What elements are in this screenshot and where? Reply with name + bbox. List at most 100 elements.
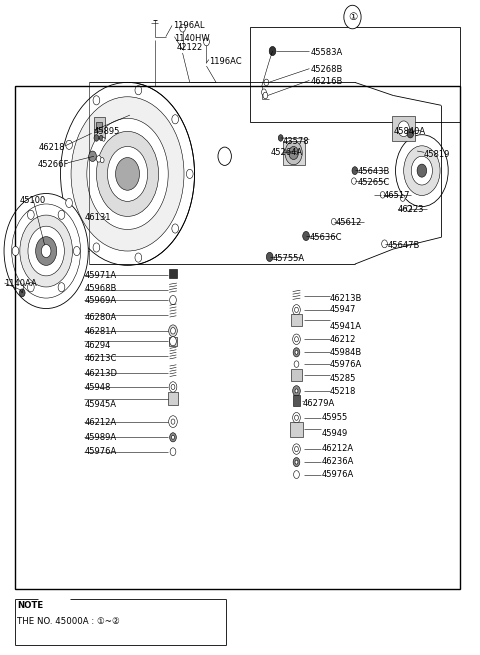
Circle shape xyxy=(380,191,385,198)
Circle shape xyxy=(411,157,432,185)
Text: 46213B: 46213B xyxy=(330,293,362,303)
Circle shape xyxy=(293,458,300,467)
Circle shape xyxy=(4,193,88,309)
Circle shape xyxy=(172,115,179,124)
Text: 46216B: 46216B xyxy=(311,77,343,86)
Text: 45941A: 45941A xyxy=(330,322,362,331)
Circle shape xyxy=(289,147,299,160)
Text: 45976A: 45976A xyxy=(84,447,117,456)
Circle shape xyxy=(135,253,142,262)
Text: A: A xyxy=(221,151,228,161)
Circle shape xyxy=(96,156,101,162)
Circle shape xyxy=(382,240,387,248)
Text: NOTE: NOTE xyxy=(17,601,44,610)
Circle shape xyxy=(262,89,266,96)
Circle shape xyxy=(331,218,336,225)
Text: THE NO. 45000A : ①~②: THE NO. 45000A : ①~② xyxy=(17,617,120,626)
Circle shape xyxy=(27,210,34,219)
Circle shape xyxy=(27,283,34,292)
Circle shape xyxy=(293,386,300,396)
Text: 45949: 45949 xyxy=(322,429,348,438)
Circle shape xyxy=(396,135,448,206)
Circle shape xyxy=(266,252,273,261)
Circle shape xyxy=(407,205,411,212)
Circle shape xyxy=(171,419,175,424)
Text: 45265C: 45265C xyxy=(357,178,389,187)
Circle shape xyxy=(295,447,299,452)
Bar xyxy=(168,337,177,346)
Text: 45968B: 45968B xyxy=(84,284,117,293)
Circle shape xyxy=(344,5,361,29)
Circle shape xyxy=(108,147,148,201)
Circle shape xyxy=(73,246,80,255)
Circle shape xyxy=(12,246,19,255)
Text: 45948: 45948 xyxy=(84,383,111,392)
Circle shape xyxy=(278,135,283,141)
Text: 45976A: 45976A xyxy=(322,470,354,479)
Text: 46279A: 46279A xyxy=(302,400,335,409)
Circle shape xyxy=(269,47,276,56)
Text: 46212A: 46212A xyxy=(84,418,117,427)
Circle shape xyxy=(171,436,174,440)
Text: 45636C: 45636C xyxy=(310,233,342,242)
Text: 45976A: 45976A xyxy=(330,360,362,369)
Circle shape xyxy=(102,138,105,141)
Circle shape xyxy=(293,444,300,455)
Text: 46236A: 46236A xyxy=(322,457,354,466)
Bar xyxy=(169,269,177,278)
Circle shape xyxy=(58,210,65,219)
Circle shape xyxy=(263,92,268,99)
Circle shape xyxy=(19,289,25,297)
Circle shape xyxy=(293,413,300,423)
Circle shape xyxy=(171,384,175,390)
Text: 45840A: 45840A xyxy=(393,127,425,136)
Circle shape xyxy=(93,243,100,252)
Circle shape xyxy=(169,433,176,442)
Circle shape xyxy=(293,334,300,345)
Text: 46294: 46294 xyxy=(84,341,111,350)
Text: 46281A: 46281A xyxy=(84,327,117,336)
Text: 45268B: 45268B xyxy=(311,66,343,75)
Circle shape xyxy=(398,121,409,137)
Circle shape xyxy=(66,140,72,149)
Bar xyxy=(94,117,105,138)
Text: 45643B: 45643B xyxy=(357,168,390,176)
Text: 45971A: 45971A xyxy=(84,271,117,280)
Text: 43578: 43578 xyxy=(283,137,310,145)
Text: 45583A: 45583A xyxy=(311,48,343,58)
Circle shape xyxy=(264,79,269,86)
Circle shape xyxy=(352,167,358,174)
Text: 1140HW: 1140HW xyxy=(174,34,210,43)
Bar xyxy=(168,392,178,405)
Bar xyxy=(283,141,305,166)
Circle shape xyxy=(295,460,298,464)
Text: 46213C: 46213C xyxy=(84,354,117,363)
Circle shape xyxy=(169,295,176,305)
Text: 46131: 46131 xyxy=(84,213,111,222)
Circle shape xyxy=(294,361,299,367)
Circle shape xyxy=(116,158,140,190)
Circle shape xyxy=(100,158,104,163)
Circle shape xyxy=(20,215,72,287)
Circle shape xyxy=(303,231,310,240)
Text: 46218: 46218 xyxy=(39,143,65,152)
Circle shape xyxy=(417,164,427,177)
Circle shape xyxy=(293,348,300,357)
Text: 46212: 46212 xyxy=(330,335,356,344)
Circle shape xyxy=(204,38,209,46)
Circle shape xyxy=(186,170,193,178)
Circle shape xyxy=(295,337,299,342)
Bar xyxy=(15,86,460,589)
Circle shape xyxy=(294,471,300,479)
Bar xyxy=(291,369,302,381)
Circle shape xyxy=(87,119,168,229)
Circle shape xyxy=(28,226,64,276)
Text: 46213D: 46213D xyxy=(84,369,118,378)
Text: 45895: 45895 xyxy=(94,127,120,136)
Circle shape xyxy=(60,83,194,265)
Bar xyxy=(293,396,300,406)
Circle shape xyxy=(71,97,184,251)
Circle shape xyxy=(170,328,175,334)
Circle shape xyxy=(293,305,300,315)
Bar xyxy=(250,27,460,122)
